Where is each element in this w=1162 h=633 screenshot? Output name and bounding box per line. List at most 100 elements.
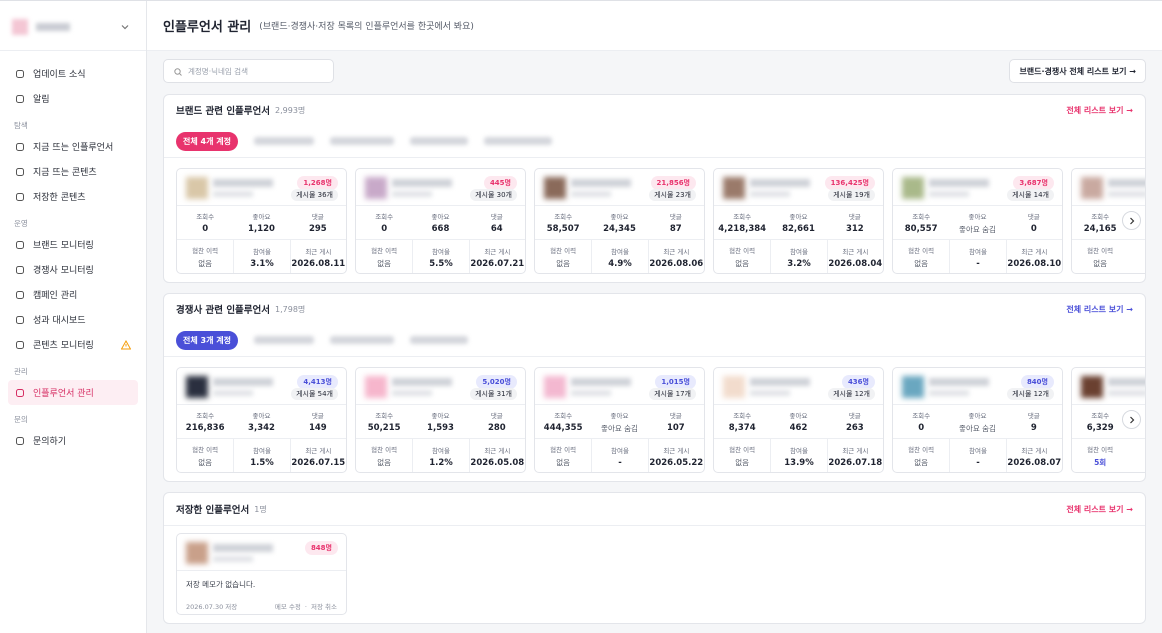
nav-item[interactable]: 성과 대시보드	[8, 307, 138, 332]
stat-value: 0	[1030, 224, 1037, 234]
brand[interactable]	[0, 1, 146, 51]
card-header: 1,015명 게시물 17개	[535, 368, 704, 405]
influencer-card[interactable]: 1,268명 게시물 36개 조회수 0 좋아요 1,120 댓글 295 협찬 이력 없음 참여율…	[176, 168, 347, 274]
stat-value: 263	[845, 423, 864, 433]
card-row: 1,268명 게시물 36개 조회수 0 좋아요 1,120 댓글 295 협찬 이력 없음 참여율…	[176, 168, 1145, 274]
section-title: 저장한 인플루언서	[176, 505, 250, 516]
stat-label: 협찬 이력	[729, 446, 756, 454]
info-row: 협찬 이력 없음 참여율 - 최근 게시 2026.05.22	[535, 439, 704, 472]
blurred-name	[929, 378, 989, 386]
info-row: 협찬 이력 없음 참여율 5.5% 최근 게시 2026.07.21	[356, 240, 525, 273]
account-chip[interactable]: 전체 4개 계정	[176, 131, 238, 151]
stat-value: 2026.07.15	[291, 457, 346, 468]
stat: 참여율 -	[949, 240, 1005, 273]
blurred-handle	[392, 390, 432, 396]
stat-value: 2026.08.11	[291, 258, 346, 269]
page-subtitle: (브랜드·경쟁사·저장 목록의 인플루언서를 한곳에서 봐요)	[259, 22, 474, 32]
nav-item[interactable]: 업데이트 소식	[8, 61, 138, 86]
stat-label: 참여율	[432, 446, 450, 455]
follower-badge: 436명	[841, 375, 875, 389]
influencer-card[interactable]: 840명 게시물 12개 조회수 0 좋아요 좋아요 숨김 댓글 9 협찬 이력 없음 참여율 - 최근…	[892, 367, 1063, 473]
stat-value: 50,215	[367, 423, 401, 433]
group-label: 탐색	[14, 121, 28, 130]
nav-label: 경쟁사 모니터링	[33, 266, 94, 276]
icon	[16, 69, 24, 78]
stat-label: 참여율	[790, 446, 808, 455]
nav-item[interactable]: 저장한 콘텐츠	[8, 184, 138, 209]
blurred-handle	[213, 556, 253, 562]
group-label: 관리	[14, 367, 28, 376]
stat: 협찬 이력 없음	[177, 439, 233, 472]
stat-value: 107	[666, 423, 685, 433]
influencer-card[interactable]: 5,020명 게시물 31개 조회수 50,215 좋아요 1,593 댓글 280 협찬 이력…	[355, 367, 526, 473]
influencer-card[interactable]: 1,015명 게시물 17개 조회수 444,355 좋아요 좋아요 숨김 댓글 107 협찬 …	[534, 367, 705, 473]
saved-card[interactable]: 848명 저장 메모가 없습니다. 2026.07.30 저장 메모 수정 · 저장 취소	[176, 533, 347, 615]
stat-label: 협찬 이력	[1087, 446, 1114, 454]
nav-item[interactable]: 지금 뜨는 인플루언서	[8, 134, 138, 159]
stat-value: 없음	[914, 259, 929, 268]
search-input[interactable]: 계정명·닉네임 검색	[163, 59, 334, 83]
stat-value: 없음	[556, 259, 571, 268]
info-row: 협찬 이력 없음	[1072, 240, 1145, 273]
stat-label: 최근 게시	[1021, 446, 1048, 455]
icon	[16, 94, 24, 103]
view-all-link[interactable]: 전체 리스트 보기 →	[1066, 105, 1133, 115]
influencer-card[interactable]: 21,856명 게시물 23개 조회수 58,507 좋아요 24,345 댓글 87 협찬 이…	[534, 168, 705, 274]
avatar	[1081, 177, 1103, 199]
nav-item[interactable]: 알림	[8, 86, 138, 111]
stat-label: 좋아요	[789, 412, 808, 420]
stat: 좋아요 좋아요 숨김	[949, 206, 1005, 239]
stat: 조회수 58,507	[535, 206, 591, 239]
account-chip[interactable]: 전체 3개 계정	[176, 330, 238, 350]
influencer-card[interactable]: 136,425명 게시물 19개 조회수 4,218,384 좋아요 82,661 댓글 31…	[713, 168, 884, 274]
nav-item[interactable]: 콘텐츠 모니터링	[8, 332, 138, 357]
follower-badge: 848명	[304, 541, 338, 555]
next-button[interactable]	[1122, 410, 1141, 429]
stat: 참여율 3.2%	[770, 240, 826, 273]
nav-item[interactable]: 경쟁사 모니터링	[8, 257, 138, 282]
stat-label: 협찬 이력	[550, 446, 577, 454]
info-row: 협찬 이력 없음 참여율 3.2% 최근 게시 2026.08.04	[714, 240, 883, 273]
brand-logo	[12, 19, 28, 35]
post-count: 게시물 19개	[828, 189, 875, 201]
info-row: 협찬 이력 없음 참여율 - 최근 게시 2026.08.07	[893, 439, 1062, 472]
blurred-handle	[750, 191, 790, 197]
nav-item[interactable]: 캠페인 관리	[8, 282, 138, 307]
stat: 좋아요 462	[770, 405, 826, 438]
nav-item[interactable]: 인플루언서 관리	[8, 380, 138, 405]
next-button[interactable]	[1122, 211, 1141, 230]
influencer-card[interactable]: 436명 게시물 12개 조회수 8,374 좋아요 462 댓글 263 협찬 이력 없음 참여율…	[713, 367, 884, 473]
view-all-link[interactable]: 전체 리스트 보기 →	[1066, 504, 1133, 514]
stat: 댓글 263	[827, 405, 883, 438]
stat-label: 좋아요	[252, 213, 271, 221]
follower-badge: 3,687명	[1013, 176, 1054, 190]
group-label: 운영	[14, 219, 28, 228]
page-title: 인플루언서 관리	[163, 20, 252, 35]
blurred-name	[571, 179, 631, 187]
stat-label: 좋아요	[252, 412, 271, 420]
influencer-card[interactable]: 4,413명 게시물 54개 조회수 216,836 좋아요 3,342 댓글 149 협찬 이…	[176, 367, 347, 473]
remove-saved[interactable]: 저장 취소	[311, 603, 337, 611]
nav-label: 업데이트 소식	[33, 70, 86, 80]
stat: 협찬 이력 없음	[1072, 240, 1128, 273]
card-header: 445명 게시물 30개	[356, 169, 525, 206]
card-row: 4,413명 게시물 54개 조회수 216,836 좋아요 3,342 댓글 149 협찬 이…	[176, 367, 1145, 473]
nav-item[interactable]: 문의하기	[8, 428, 138, 453]
stat-value: 82,661	[782, 224, 815, 234]
influencer-card[interactable]: 445명 게시물 30개 조회수 0 좋아요 668 댓글 64 협찬 이력 없음 참여율 5.5% 최…	[355, 168, 526, 274]
stat-label: 최근 게시	[484, 446, 511, 455]
all-list-button[interactable]: 브랜드·경쟁사 전체 리스트 보기 →	[1009, 59, 1146, 83]
edit-memo[interactable]: 메모 수정	[274, 603, 301, 611]
avatar	[365, 376, 387, 398]
stat-label: 조회수	[554, 412, 573, 420]
nav-item[interactable]: 지금 뜨는 콘텐츠	[8, 159, 138, 184]
stat-label: 최근 게시	[842, 446, 869, 455]
blurred-name	[213, 179, 273, 187]
influencer-card[interactable]: 3,687명 게시물 14개 조회수 80,557 좋아요 좋아요 숨김 댓글 0 협찬 이력 없…	[892, 168, 1063, 274]
stat: 좋아요 1,120	[233, 206, 289, 239]
blurred-account	[253, 137, 314, 145]
nav-label: 알림	[33, 95, 50, 105]
nav-item[interactable]: 브랜드 모니터링	[8, 232, 138, 257]
view-all-link[interactable]: 전체 리스트 보기 →	[1066, 304, 1133, 314]
